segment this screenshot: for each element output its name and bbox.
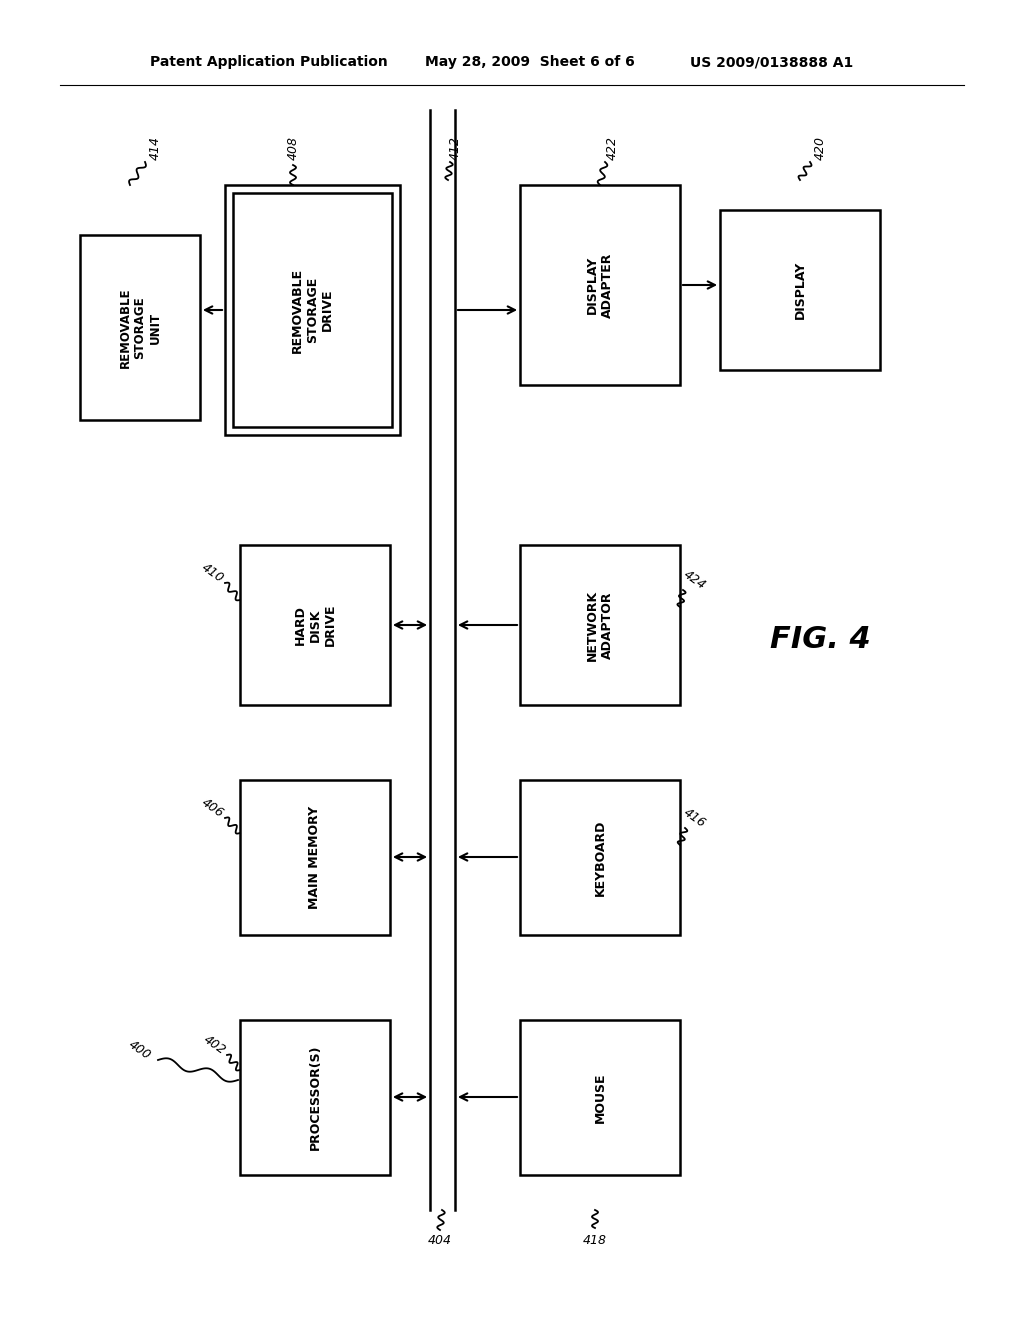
Bar (520, 780, 680, 935)
Text: MAIN MEMORY: MAIN MEMORY (308, 807, 322, 909)
Bar (240, 780, 390, 935)
Text: 404: 404 (428, 1233, 452, 1246)
Text: 400: 400 (126, 1038, 154, 1063)
Text: 410: 410 (200, 561, 226, 585)
Text: DISPLAY
ADAPTER: DISPLAY ADAPTER (586, 252, 614, 318)
Text: REMOVABLE
STORAGE
DRIVE: REMOVABLE STORAGE DRIVE (291, 268, 334, 352)
Text: 402: 402 (202, 1032, 228, 1057)
Text: KEYBOARD: KEYBOARD (594, 820, 606, 896)
Text: DISPLAY: DISPLAY (794, 261, 807, 319)
Text: 420: 420 (813, 136, 826, 160)
Text: 418: 418 (583, 1233, 607, 1246)
Text: MOUSE: MOUSE (594, 1072, 606, 1123)
Text: PROCESSOR(S): PROCESSOR(S) (308, 1044, 322, 1150)
Bar (720, 210, 880, 370)
Bar (233, 193, 392, 426)
Bar (520, 545, 680, 705)
Text: 424: 424 (681, 568, 709, 593)
Bar (225, 185, 400, 436)
Bar (240, 1020, 390, 1175)
Text: 408: 408 (287, 136, 299, 160)
Text: 412: 412 (449, 136, 462, 160)
Text: HARD
DISK
DRIVE: HARD DISK DRIVE (294, 603, 337, 647)
Text: May 28, 2009  Sheet 6 of 6: May 28, 2009 Sheet 6 of 6 (425, 55, 635, 69)
Bar (520, 1020, 680, 1175)
Text: 422: 422 (605, 136, 618, 160)
Bar (520, 185, 680, 385)
Text: REMOVABLE
STORAGE
UNIT: REMOVABLE STORAGE UNIT (119, 288, 162, 368)
Text: 406: 406 (200, 796, 226, 820)
Text: Patent Application Publication: Patent Application Publication (150, 55, 388, 69)
Text: NETWORK
ADAPTOR: NETWORK ADAPTOR (586, 590, 614, 660)
Bar (80, 235, 200, 420)
Text: 414: 414 (148, 136, 162, 160)
Bar (240, 545, 390, 705)
Text: FIG. 4: FIG. 4 (770, 626, 870, 655)
Text: 416: 416 (681, 805, 709, 830)
Text: US 2009/0138888 A1: US 2009/0138888 A1 (690, 55, 853, 69)
